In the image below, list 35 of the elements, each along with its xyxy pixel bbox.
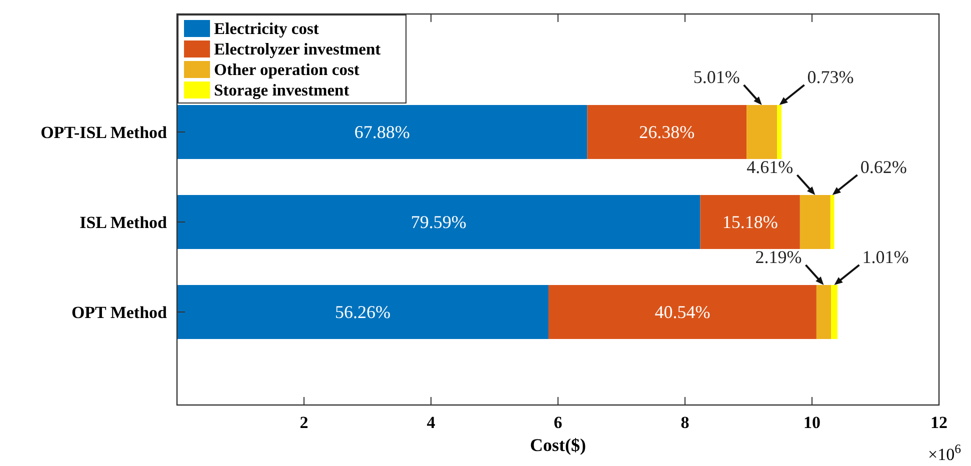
annotation: 56.26% xyxy=(334,302,390,322)
y-tick-label: ISL Method xyxy=(80,213,168,232)
y-tick-label: OPT-ISL Method xyxy=(40,123,168,142)
bar xyxy=(746,105,778,159)
bar xyxy=(800,195,830,249)
annotation: 15.18% xyxy=(722,212,778,232)
annotation: 5.01% xyxy=(693,67,740,87)
annotation: 79.59% xyxy=(410,212,466,232)
x-tick-label: 12 xyxy=(930,413,948,432)
annotation: 0.73% xyxy=(807,67,854,87)
annotation: 40.54% xyxy=(654,302,710,322)
annotation: 4.61% xyxy=(746,157,794,177)
annotation: 0.62% xyxy=(860,157,907,177)
bar xyxy=(177,195,700,249)
x-tick-label: 4 xyxy=(426,413,436,432)
annotation: 26.38% xyxy=(639,122,695,142)
text: ×10$^{6}$ xyxy=(928,442,961,464)
x-tick-label: 10 xyxy=(804,413,820,432)
annotation: 67.88% xyxy=(354,122,410,142)
bar xyxy=(548,285,816,339)
bar xyxy=(587,105,747,159)
annotation: 1.01% xyxy=(862,247,909,267)
bar xyxy=(177,105,588,159)
y-tick-label: OPT Method xyxy=(71,303,168,322)
bar xyxy=(177,285,548,339)
legend-label: Other operation cost xyxy=(214,60,360,79)
x-axis-title: Cost($) xyxy=(530,435,586,455)
x-tick-label: 8 xyxy=(680,413,690,432)
x-tick-label: 6 xyxy=(554,413,562,432)
legend-label: Electrolyzer investment xyxy=(214,40,382,58)
legend-label: Electricity cost xyxy=(214,19,320,38)
bar xyxy=(700,195,800,249)
x-tick-label: 2 xyxy=(300,413,308,432)
annotation: 2.19% xyxy=(755,247,802,267)
legend-label: Storage investment xyxy=(214,80,350,100)
